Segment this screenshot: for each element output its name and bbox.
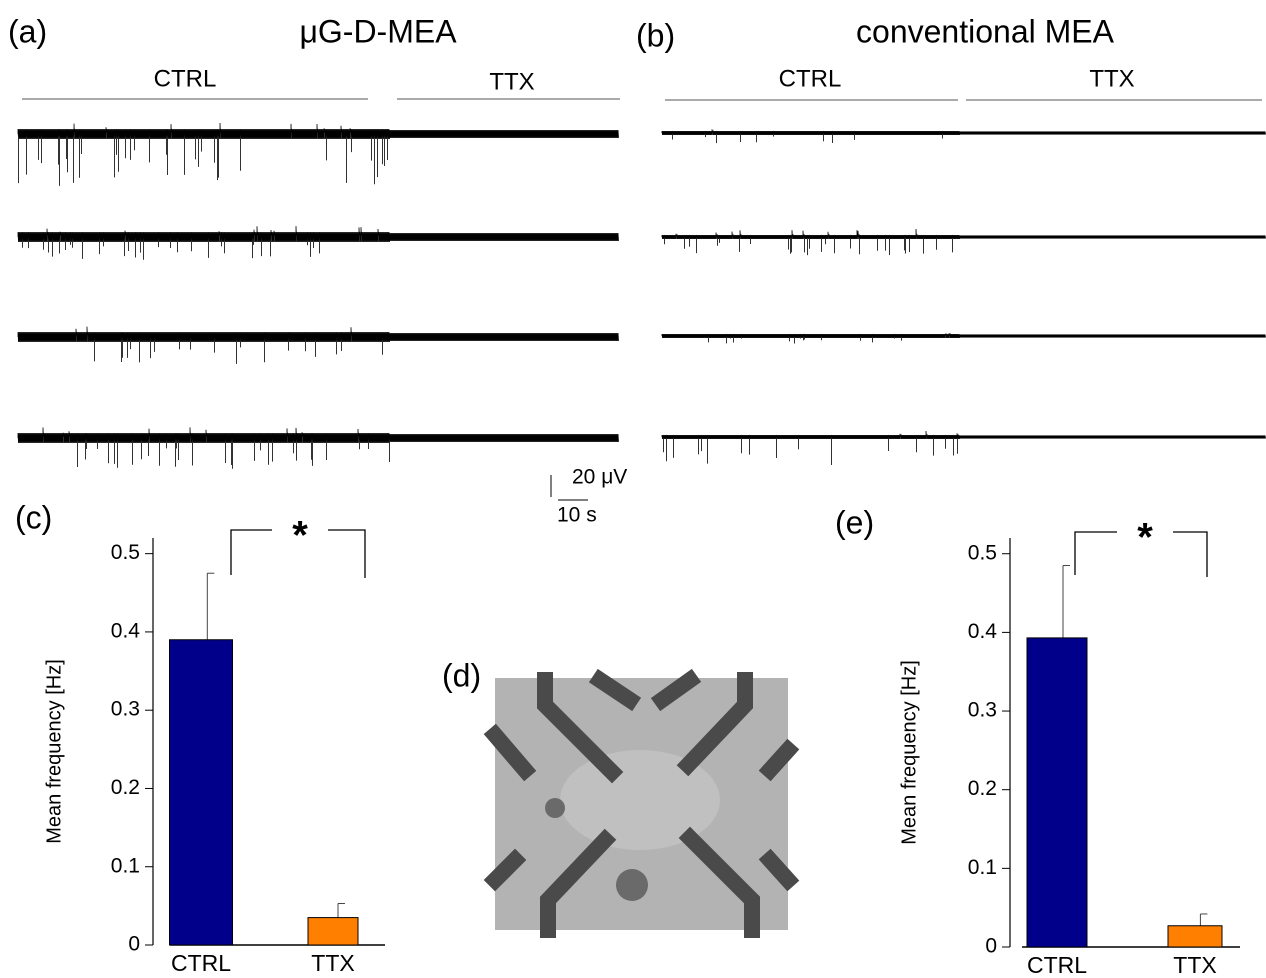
y-tick-label: 0.3 (968, 699, 997, 722)
scale-label: 20 μV (572, 466, 627, 489)
panel-label: (c) (15, 499, 52, 535)
trace (662, 333, 1266, 343)
y-tick-label: 0.4 (111, 619, 141, 642)
figure: (a) μG-D-MEA CTRL TTX (b) conventional M… (0, 0, 1266, 978)
y-tick-label: 0.2 (111, 776, 140, 799)
trace (18, 427, 619, 468)
panel-label: (a) (8, 13, 47, 49)
x-tick-label: TTX (311, 950, 354, 976)
micrograph (495, 678, 788, 930)
y-axis-label: Mean frequency [Hz] (43, 659, 65, 844)
significance-bracket (1173, 532, 1207, 577)
x-tick-label: CTRL (171, 950, 231, 976)
bar (170, 640, 233, 945)
x-tick-label: CTRL (1027, 952, 1087, 978)
significance-bracket (231, 530, 272, 575)
panel-title: conventional MEA (856, 13, 1115, 49)
x-tick-label: TTX (1173, 952, 1216, 978)
y-tick-label: 0.5 (968, 541, 997, 564)
y-axis-label: Mean frequency [Hz] (898, 660, 920, 845)
panel-label: (d) (442, 657, 481, 693)
panel-label: (e) (835, 504, 874, 540)
panel-label: (b) (636, 17, 675, 53)
y-tick-label: 0.3 (111, 698, 140, 721)
y-tick-label: 0.5 (111, 541, 140, 564)
trace (662, 129, 1266, 143)
significance-mark: * (1137, 516, 1153, 560)
condition-label: CTRL (779, 65, 842, 92)
condition-label: CTRL (154, 65, 217, 92)
trace (18, 327, 619, 364)
significance-bracket (328, 530, 365, 578)
panel-title: μG-D-MEA (299, 13, 457, 49)
y-tick-label: 0.4 (968, 620, 998, 643)
trace (18, 123, 619, 186)
significance-bracket (1075, 532, 1117, 575)
condition-label: TTX (1089, 65, 1134, 92)
trace (662, 431, 1266, 465)
trace (662, 229, 1266, 255)
bar (308, 918, 358, 945)
bar (1168, 926, 1222, 947)
trace (18, 226, 619, 260)
y-tick-label: 0.1 (968, 856, 997, 879)
y-tick-label: 0.2 (968, 777, 997, 800)
y-tick-label: 0 (128, 933, 140, 956)
condition-label: TTX (489, 68, 534, 95)
scale-label: 10 s (557, 504, 597, 527)
y-tick-label: 0 (985, 935, 997, 958)
page: {"figure": { "panels": { "a": {"label": … (0, 0, 1266, 978)
significance-mark: * (292, 514, 308, 558)
y-tick-label: 0.1 (111, 854, 140, 877)
bar (1027, 638, 1087, 947)
